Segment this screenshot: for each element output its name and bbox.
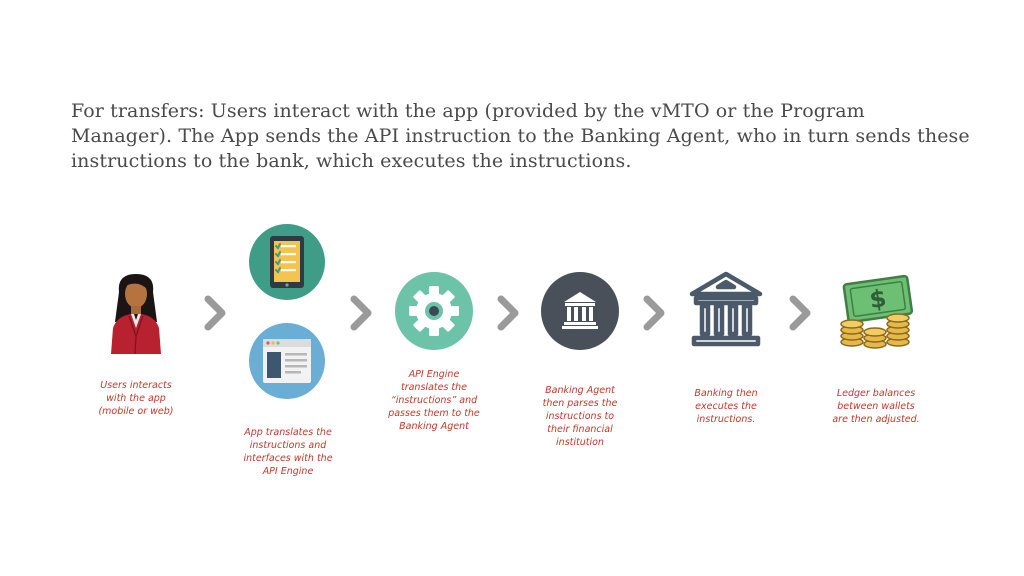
bank-caption: Banking then executes the instructions. [694,388,758,425]
user-caption: Users interacts with the app (mobile or … [98,380,174,417]
chevron-right-icon [789,295,811,331]
user-icon [105,272,167,355]
browser-window-icon [249,323,325,399]
ledger-caption: Ledger balances between wallets are then… [832,388,920,425]
gear-icon [395,272,473,350]
chevron-right-icon [497,295,519,331]
agent-caption: Banking Agent then parses the instructio… [542,385,618,448]
chevron-right-icon [350,295,372,331]
api-caption: API Engine translates the “instructions”… [388,369,480,432]
money-coins-icon: $ [834,272,916,352]
svg-text:$: $ [868,284,888,314]
chevron-right-icon [643,295,665,331]
bank-building-icon [688,270,764,352]
bank-icon [541,272,619,350]
page-title: For transfers: Users interact with the a… [71,100,970,172]
chevron-right-icon [204,295,226,331]
tablet-checklist-icon [249,224,325,300]
app-caption: App translates the instructions and inte… [243,427,333,477]
